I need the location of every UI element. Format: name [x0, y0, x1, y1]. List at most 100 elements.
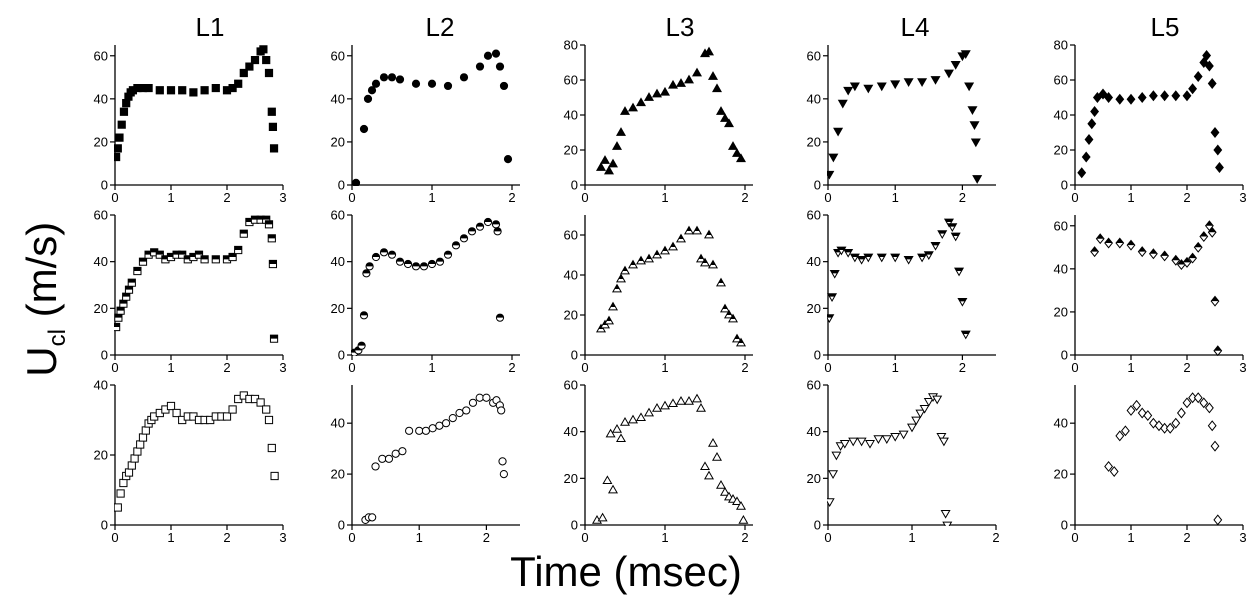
x-tick-label: 0	[824, 360, 831, 375]
data-point-triangle-up	[619, 417, 631, 426]
data-point-half-fill	[604, 316, 614, 321]
data-point-triangle-down	[923, 397, 934, 407]
data-point-square	[117, 120, 126, 129]
data-point-triangle-up	[595, 162, 607, 171]
data-point-diamond	[1171, 90, 1181, 102]
data-point-half-fill	[396, 258, 404, 262]
x-tick-label: 3	[1239, 360, 1246, 375]
data-point-square	[119, 107, 129, 116]
data-point-triangle-up	[715, 480, 727, 489]
data-point-half-fill	[660, 246, 670, 251]
x-tick-label: 0	[824, 190, 831, 205]
data-point-square	[211, 83, 220, 93]
data-point-half-fill	[234, 246, 242, 250]
column-title-l5: L5	[1150, 12, 1180, 42]
data-point-square	[136, 440, 145, 449]
y-tick-label: 60	[94, 48, 108, 63]
data-point-triangle-down	[839, 439, 850, 449]
data-point-triangle-up	[603, 165, 615, 175]
data-point-triangle-up	[735, 153, 747, 163]
data-point-diamond	[1176, 407, 1186, 419]
data-point-triangle-down	[967, 106, 978, 115]
y-tick-label: 0	[1061, 518, 1068, 533]
data-point-triangle-down	[831, 451, 842, 461]
x-tick-label: 2	[959, 360, 966, 375]
data-point-triangle-up	[683, 396, 695, 405]
x-tick-label: 0	[1071, 360, 1078, 375]
y-tick-label: 60	[807, 48, 821, 63]
y-tick-label: 20	[1054, 304, 1068, 319]
data-point-half-fill	[877, 254, 886, 257]
data-point-square	[259, 45, 268, 54]
data-point-triangle-up	[635, 97, 647, 107]
data-point-square	[144, 83, 153, 93]
data-point-diamond	[1188, 83, 1198, 95]
data-point-circle	[475, 62, 485, 71]
data-point-half-fill	[114, 323, 120, 327]
panel-r3-c1: 0 1 2 3 0 20 40	[94, 378, 287, 546]
data-point-triangle-up	[675, 396, 687, 405]
data-point-half-fill	[270, 335, 278, 339]
data-point-triangle-up	[735, 501, 747, 510]
data-point-triangle-up	[607, 158, 619, 168]
data-point-half-fill	[827, 293, 837, 297]
data-point-diamond	[1207, 420, 1217, 432]
data-point-triangle-up	[703, 46, 715, 56]
data-point-half-fill	[857, 256, 866, 260]
data-point-half-fill	[1214, 346, 1222, 351]
data-point-diamond	[1213, 514, 1223, 526]
data-point-square	[262, 55, 271, 65]
y-tick-label: 20	[807, 471, 821, 486]
data-point-triangle-up	[597, 512, 608, 522]
data-point-half-fill	[1096, 234, 1104, 239]
data-point-circle	[448, 413, 457, 423]
data-point-diamond	[1160, 90, 1170, 102]
x-tick-label: 3	[279, 530, 286, 545]
data-point-triangle-up	[731, 496, 743, 506]
data-point-triangle-up	[699, 461, 711, 471]
data-point-half-fill	[388, 251, 396, 255]
data-point-diamond	[1132, 399, 1142, 411]
y-tick-label: 0	[101, 178, 108, 193]
data-point-triangle-up	[715, 106, 727, 115]
data-point-circle	[391, 449, 400, 458]
data-point-diamond	[1171, 417, 1181, 429]
data-point-diamond	[1120, 425, 1130, 437]
data-point-triangle-down	[828, 470, 839, 479]
x-tick-label: 0	[348, 530, 355, 545]
x-tick-label: 3	[279, 360, 286, 375]
x-tick-label: 1	[1127, 530, 1134, 545]
data-point-half-fill	[240, 230, 248, 234]
x-tick-label: 2	[223, 190, 230, 205]
y-tick-label: 40	[564, 108, 578, 123]
x-tick-label: 0	[824, 530, 831, 545]
x-tick-label: 1	[416, 530, 423, 545]
data-point-circle	[459, 73, 469, 82]
data-point-diamond	[1084, 134, 1094, 145]
y-tick-label: 40	[331, 416, 345, 431]
data-point-square	[166, 401, 176, 411]
data-point-square	[114, 503, 122, 512]
y-tick-label: 20	[564, 308, 578, 323]
data-point-half-fill	[837, 247, 846, 250]
y-tick-label: 20	[331, 467, 345, 482]
data-point-diamond	[1148, 90, 1158, 102]
panel-r3-c5: 0 1 2 3 0 20 40	[1054, 385, 1247, 545]
data-point-half-fill	[494, 227, 502, 232]
x-tick-label: 3	[279, 190, 286, 205]
data-point-circle	[462, 406, 471, 415]
data-point-diamond	[1090, 106, 1100, 117]
data-point-half-fill	[362, 269, 370, 274]
data-point-triangle-down	[828, 153, 839, 163]
data-point-square	[172, 408, 181, 418]
panel-r1-c5: 0 1 2 3 0 20 40 60 80	[1054, 38, 1247, 206]
data-point-triangle-up	[615, 127, 627, 136]
data-point-triangle-up	[651, 403, 663, 412]
data-point-square	[234, 79, 243, 88]
data-point-half-fill	[1200, 231, 1208, 237]
data-point-square	[155, 86, 164, 95]
data-point-half-fill	[212, 255, 220, 260]
y-tick-label: 20	[331, 301, 345, 316]
